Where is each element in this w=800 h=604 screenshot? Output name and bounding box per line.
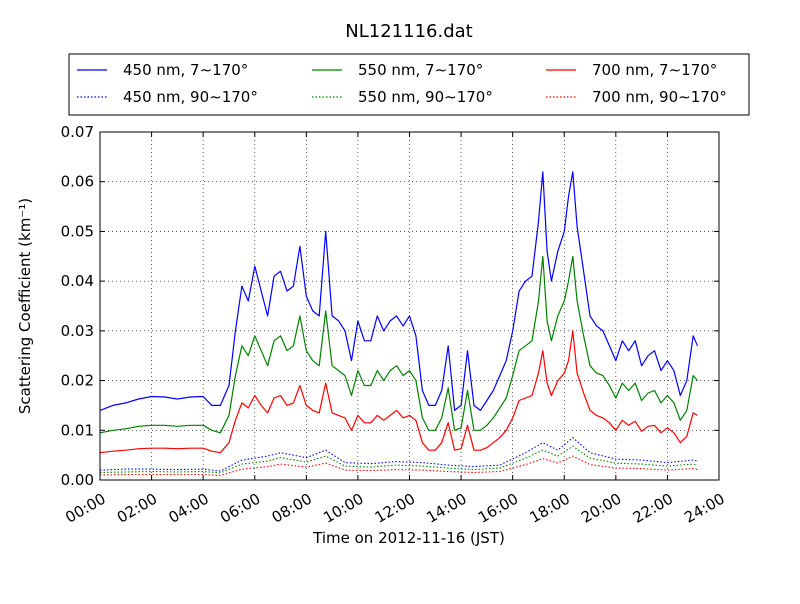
y-tick-label: 0.06 bbox=[61, 173, 94, 191]
legend-label-2: 700 nm, 7∼170° bbox=[592, 61, 717, 79]
legend: 450 nm, 7∼170° 550 nm, 7∼170° 700 nm, 7∼17… bbox=[68, 53, 750, 116]
series-line-2 bbox=[99, 330, 698, 454]
series-line-0 bbox=[99, 171, 699, 411]
legend-box bbox=[68, 53, 750, 116]
y-axis-label: Scattering Coefficient (km⁻¹) bbox=[16, 198, 34, 414]
legend-label-1: 550 nm, 7∼170° bbox=[358, 61, 483, 79]
legend-label-5: 700 nm, 90∼170° bbox=[592, 88, 727, 106]
y-tick-label: 0.07 bbox=[61, 123, 94, 141]
y-tick-label: 0.00 bbox=[61, 471, 94, 489]
series-line-1 bbox=[99, 255, 698, 434]
y-tick-label: 0.01 bbox=[61, 421, 94, 439]
legend-label-3: 450 nm, 90∼170° bbox=[123, 88, 258, 106]
legend-label-0: 450 nm, 7∼170° bbox=[123, 61, 248, 79]
series-line-3 bbox=[99, 437, 698, 472]
legend-label-4: 550 nm, 90∼170° bbox=[358, 88, 493, 106]
y-tick-labels: 0.00 0.01 0.02 0.03 0.04 0.05 0.06 0.07 bbox=[61, 123, 94, 489]
x-axis-label: Time on 2012-11-16 (JST) bbox=[312, 529, 505, 547]
y-tick-label: 0.03 bbox=[61, 322, 94, 340]
series-layer bbox=[99, 171, 699, 477]
axis-ticks bbox=[99, 131, 720, 481]
y-tick-label: 0.05 bbox=[61, 222, 94, 240]
chart-title: NL121116.dat bbox=[345, 21, 472, 42]
y-tick-label: 0.02 bbox=[61, 372, 94, 390]
series-line-4 bbox=[99, 445, 698, 474]
y-tick-label: 0.04 bbox=[61, 272, 94, 290]
series-line-5 bbox=[99, 455, 698, 477]
